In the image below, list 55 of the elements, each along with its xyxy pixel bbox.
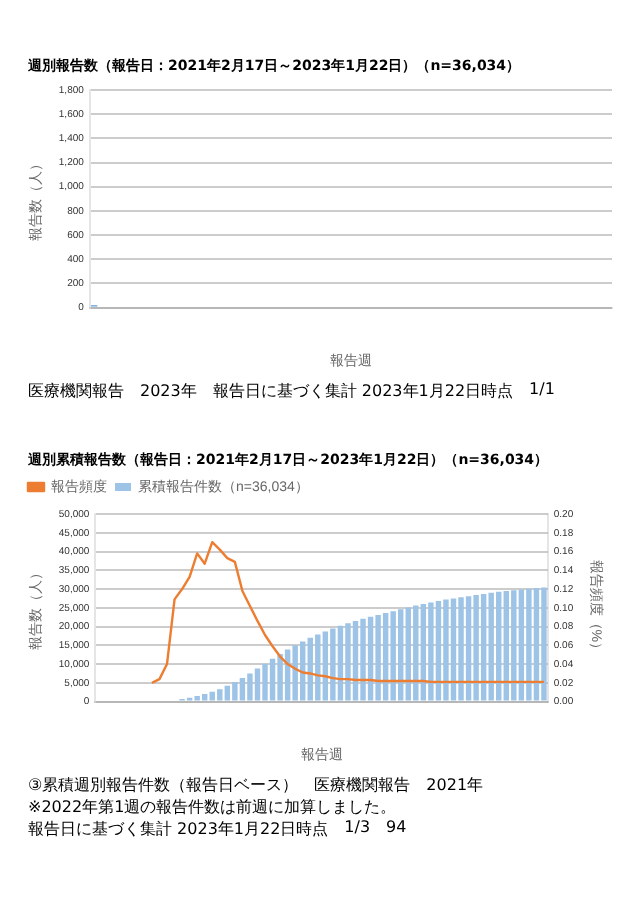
text: 医療機関報告 [28,380,124,402]
bar [465,596,472,701]
bar [367,616,374,701]
bar [526,588,532,701]
bar [511,590,517,701]
text: 94 [386,818,407,840]
bar [473,595,479,701]
bar [413,605,419,701]
bar [322,631,329,701]
bar [247,673,253,701]
bar [533,587,540,701]
bar [292,645,298,701]
text: 1/3 [344,818,371,840]
bar [194,695,200,701]
bar [503,590,509,701]
bar [443,599,449,701]
text: 2021年 [426,774,484,796]
bar [277,653,283,701]
bar [217,689,223,701]
bar [330,628,336,701]
bar [269,658,276,701]
bar [420,604,427,701]
text: 医療機関報告 [314,774,411,796]
bar [239,677,246,701]
bar [352,620,359,701]
bar [450,598,457,701]
bar [375,614,381,701]
bar [262,663,268,701]
text: ③累積週別報告件数（報告日ベース） [28,774,299,796]
bar [435,601,442,701]
bar [315,634,321,701]
bar [488,592,494,701]
bar [480,593,487,701]
bar [496,591,502,701]
bar [458,597,464,701]
bar [518,589,525,701]
bar [360,618,366,701]
bar [254,668,261,701]
text: 報告日に基づく集計 2023年1月22日時点 [212,380,514,402]
bar [337,625,344,701]
bar [232,682,238,701]
bar [541,587,547,701]
bar [405,607,411,701]
bar [390,611,396,701]
bar [201,694,208,701]
bar [398,609,404,701]
text: ※2022年第1週の報告件数は前週に加算しました。 [28,796,397,818]
bar [209,691,215,701]
bar [224,685,231,701]
text: 報告日に基づく集計 2023年1月22日時点 [28,818,329,840]
text: 1/1 [529,380,555,402]
bar [345,623,351,701]
text: 2023年 [140,380,197,402]
bar [428,602,434,701]
bar [382,613,389,701]
